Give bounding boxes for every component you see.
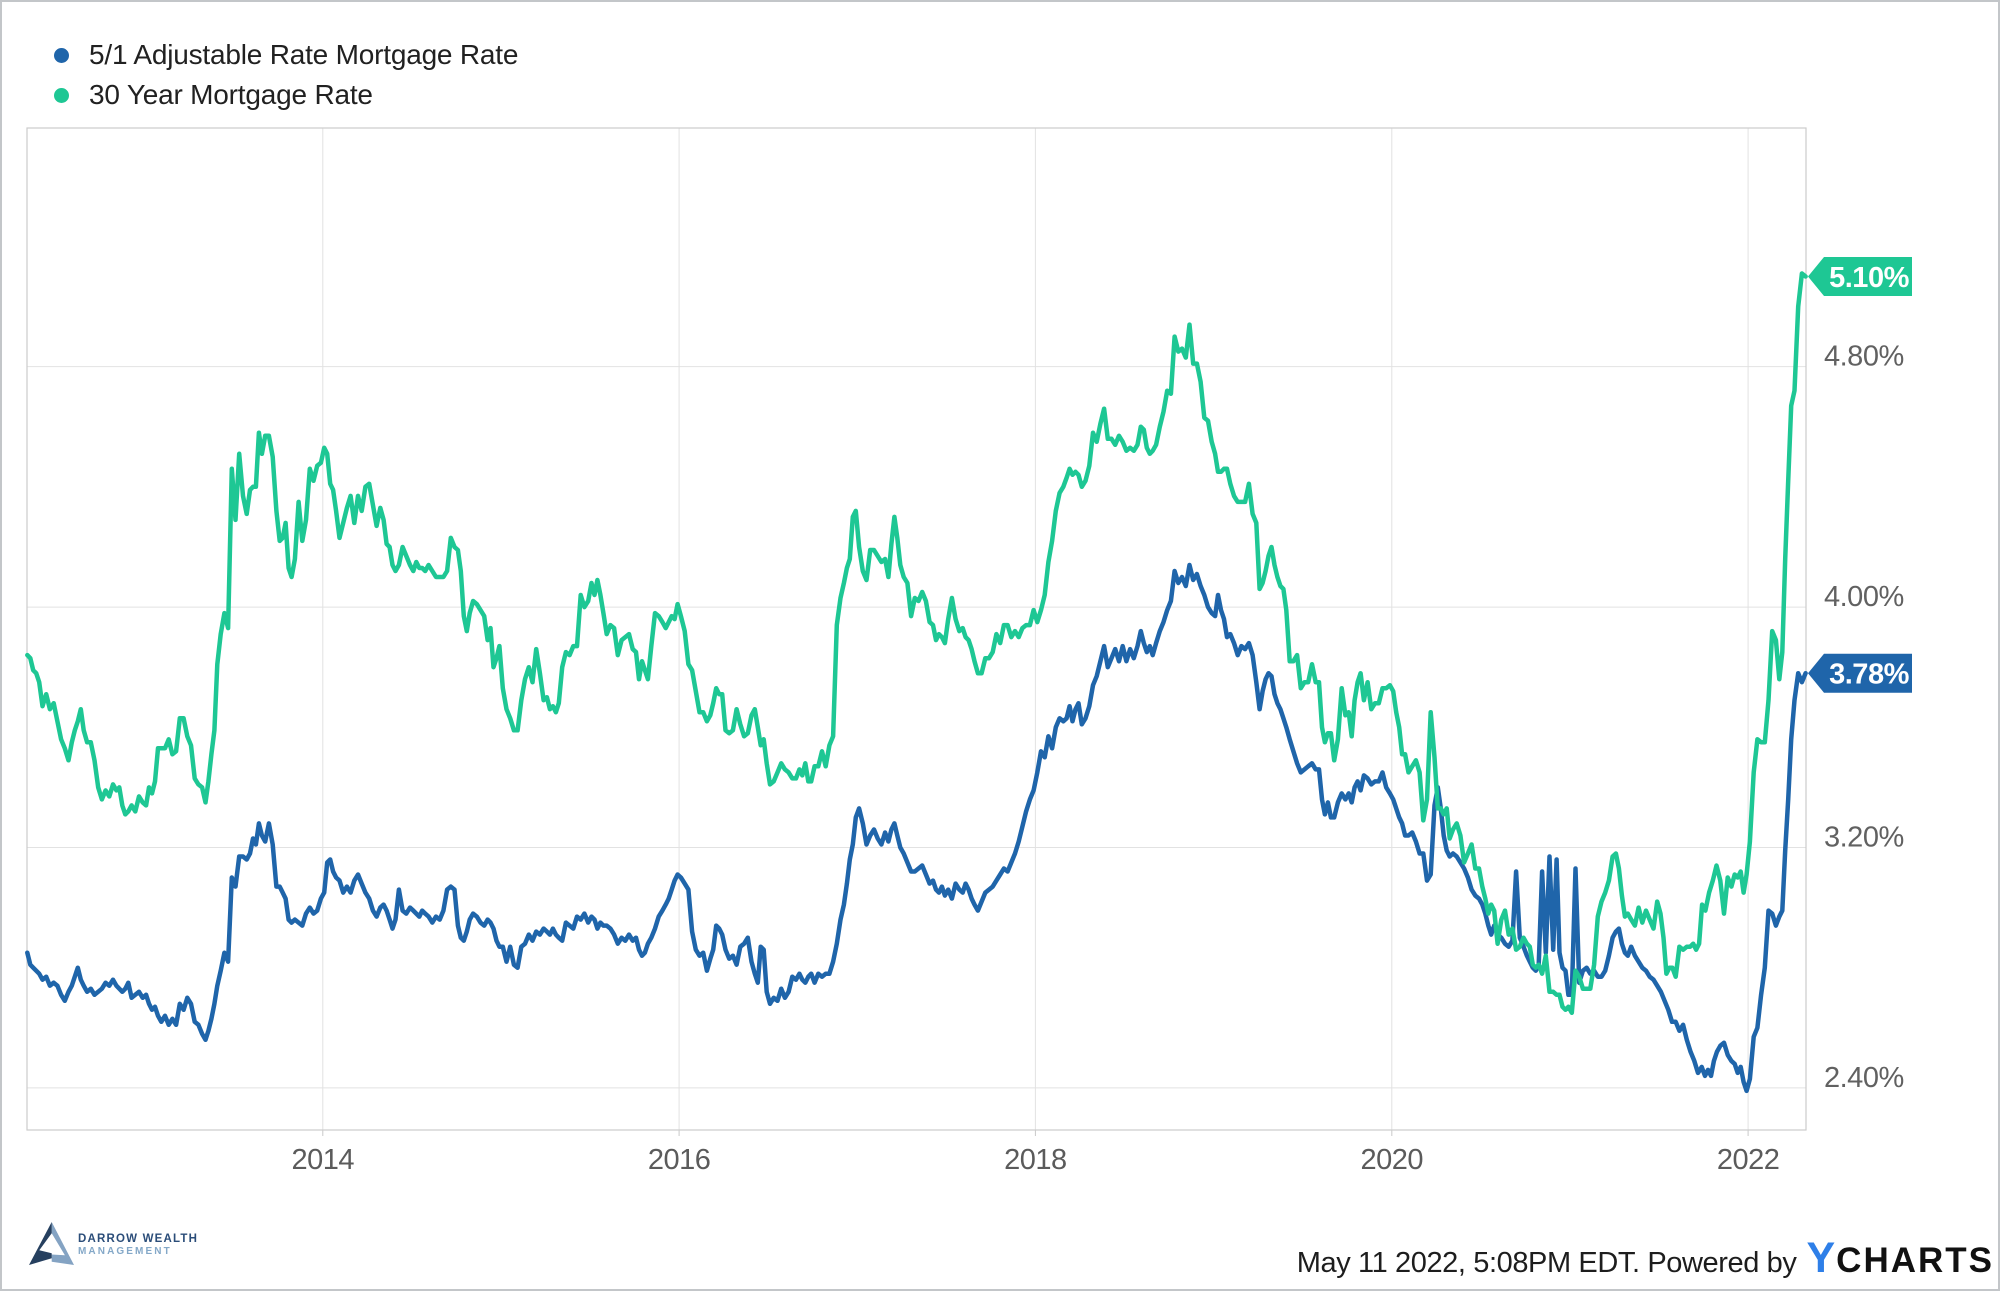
end-badge-value: 5.10% <box>1829 262 1909 294</box>
ycharts-logo[interactable]: Y CHARTS <box>1806 1234 1994 1283</box>
y-axis-label: 3.20% <box>1824 821 1904 853</box>
legend-label-30yr: 30 Year Mortgage Rate <box>89 79 373 110</box>
end-badge-arm: 3.78% <box>1808 653 1912 693</box>
x-axis-label: 2016 <box>648 1144 711 1176</box>
y-axis-label: 4.80% <box>1824 341 1904 373</box>
chart-footer: May 11 2022, 5:08PM EDT. Powered by Y CHA… <box>1297 1234 1994 1283</box>
legend-dot-arm-icon <box>54 47 69 63</box>
legend-item-30yr[interactable]: 30 Year Mortgage Rate <box>54 75 518 115</box>
series-line-30yr <box>25 271 1808 1016</box>
powered-by-label: Powered by <box>1647 1247 1797 1279</box>
darrow-triangle-logo-icon <box>29 1222 74 1265</box>
series-lines <box>25 271 1808 1094</box>
grid-lines <box>26 127 1807 1136</box>
x-axis-label: 2014 <box>291 1144 354 1176</box>
x-axis-label: 2018 <box>1004 1144 1067 1176</box>
triangle-light-stroke <box>51 1222 74 1265</box>
y-axis-label: 2.40% <box>1824 1062 1904 1094</box>
legend-label-arm: 5/1 Adjustable Rate Mortgage Rate <box>89 39 519 70</box>
y-axis-label: 4.00% <box>1824 581 1904 613</box>
legend-item-arm[interactable]: 5/1 Adjustable Rate Mortgage Rate <box>54 35 518 75</box>
end-badge-30yr: 5.10% <box>1808 257 1912 296</box>
x-axis-label: 2022 <box>1717 1144 1780 1176</box>
ycharts-wordmark: CHARTS <box>1836 1241 1994 1280</box>
darrow-wealth-watermark: DARROW WEALTH MANAGEMENT <box>28 1222 198 1279</box>
ycharts-y-icon: Y <box>1806 1234 1836 1282</box>
watermark-text: DARROW WEALTH MANAGEMENT <box>78 1222 198 1279</box>
series-line-arm <box>25 562 1808 1094</box>
timestamp-text: May 11 2022, 5:08PM EDT. Powered by <box>1297 1247 1797 1280</box>
watermark-name: DARROW WEALTH <box>78 1233 199 1245</box>
timestamp: May 11 2022, 5:08PM EDT. <box>1296 1247 1640 1279</box>
watermark-subname: MANAGEMENT <box>78 1246 172 1257</box>
x-axis-label: 2020 <box>1361 1144 1424 1176</box>
axis-labels: 2.40% 3.20% 4.00% 4.80% 2014 2016 2018 2020 2022 <box>291 341 1904 1176</box>
triangle-dark-stroke <box>29 1222 52 1265</box>
end-value-badges: 3.78% 5.10% <box>1808 257 1912 693</box>
chart-legend: 5/1 Adjustable Rate Mortgage Rate 30 Yea… <box>54 35 518 115</box>
legend-dot-30yr-icon <box>54 87 69 103</box>
end-badge-value: 3.78% <box>1829 659 1909 691</box>
